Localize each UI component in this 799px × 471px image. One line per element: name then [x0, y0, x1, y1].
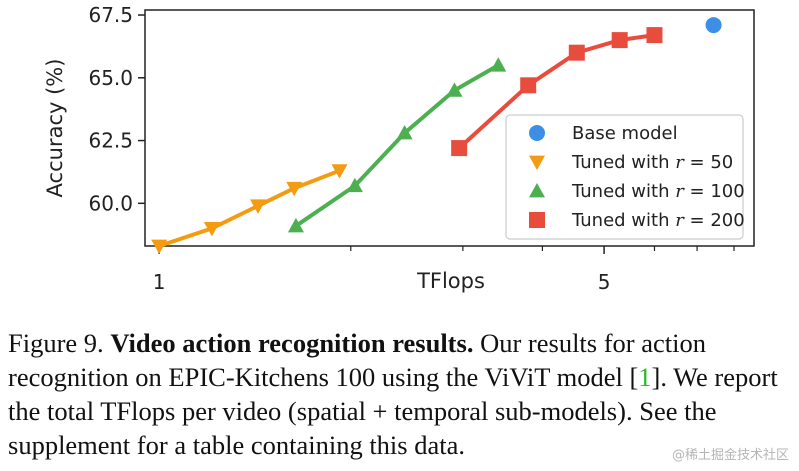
legend-label-variable: r — [675, 210, 685, 231]
caption-title: Video action recognition results. — [110, 328, 474, 358]
y-tick-label: 67.5 — [88, 3, 133, 27]
legend-marker-triangle-up — [529, 183, 545, 198]
data-point-triangle-up — [287, 217, 304, 233]
watermark: @稀土掘金技术社区 — [671, 448, 789, 463]
x-axis-label: TFlops — [416, 269, 485, 293]
data-point-triangle-down — [250, 199, 267, 214]
series-line — [294, 63, 500, 228]
caption-text-after-ref: ]. We report the total TFlops per video … — [8, 362, 778, 460]
series-layer — [151, 17, 722, 254]
legend-label-prefix: Tuned with — [571, 181, 675, 202]
legend-marker-square — [529, 212, 545, 228]
data-point-triangle-up — [446, 82, 463, 97]
plot-frame — [144, 9, 755, 247]
legend-label-suffix: = 50 — [684, 152, 733, 173]
data-point-square — [568, 44, 585, 61]
y-axis-label: Accuracy (%) — [43, 59, 67, 198]
data-point-triangle-down — [331, 164, 348, 179]
legend-label-variable: r — [675, 152, 685, 173]
data-point-triangle-up — [490, 57, 507, 72]
series-3 — [451, 27, 663, 157]
caption-text-before-ref: Our results for action recognition on EP… — [8, 328, 707, 392]
y-tick-label: 65.0 — [88, 66, 133, 90]
legend-label: Tuned with r = 100 — [571, 181, 745, 202]
series-line — [158, 168, 341, 248]
legend-label-prefix: Tuned with — [571, 210, 675, 231]
y-axis-ticks: 60.0 62.5 65.0 67.5 — [88, 3, 145, 215]
data-point-triangle-down — [203, 222, 220, 237]
data-point-square — [611, 32, 628, 49]
x-tick-label: 1 — [153, 270, 166, 294]
legend-label-prefix: Tuned with — [571, 152, 675, 173]
legend-label-suffix: = 200 — [684, 210, 745, 231]
data-point-square — [451, 140, 468, 157]
data-point-square — [520, 77, 537, 94]
y-tick-label: 60.0 — [88, 191, 133, 215]
caption-reference-link[interactable]: 1 — [638, 362, 652, 392]
legend-label-variable: r — [675, 181, 685, 202]
series-0 — [705, 17, 722, 34]
data-point-triangle-down — [286, 181, 303, 197]
series-1 — [151, 164, 348, 254]
data-point-square — [646, 27, 663, 44]
data-point-triangle-up — [396, 125, 413, 140]
legend-marker-triangle-down — [529, 155, 545, 170]
y-tick-label: 62.5 — [88, 129, 133, 153]
legend-box — [505, 114, 744, 240]
figure-caption: Figure 9. Video action recognition resul… — [8, 326, 793, 462]
series-2 — [287, 57, 507, 233]
legend-label: Tuned with r = 200 — [571, 210, 745, 231]
data-point-triangle-up — [346, 177, 363, 193]
data-point-triangle-down — [151, 239, 168, 254]
legend-label: Tuned with r = 50 — [571, 152, 733, 173]
x-tick-label: 5 — [598, 270, 611, 294]
legend-label: Base model — [572, 123, 678, 144]
data-point-circle — [705, 17, 722, 34]
legend-marker-circle — [529, 125, 545, 141]
caption-figure-label: Figure 9. — [8, 328, 111, 358]
legend-label-suffix: = 100 — [684, 181, 745, 202]
